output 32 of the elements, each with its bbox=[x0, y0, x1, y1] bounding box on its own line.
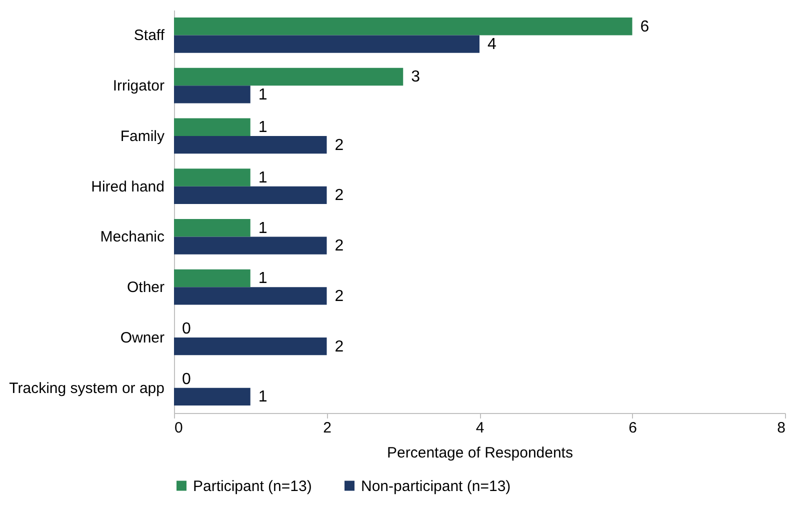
data-label: 1 bbox=[258, 220, 268, 237]
y-tick-label: Mechanic bbox=[100, 228, 165, 246]
data-label: 4 bbox=[488, 36, 496, 54]
data-label: 3 bbox=[411, 68, 420, 86]
y-tick-label: Hired hand bbox=[91, 178, 164, 196]
data-label: 2 bbox=[334, 238, 344, 255]
x-tick-label: 4 bbox=[476, 420, 484, 436]
y-tick-label: Tracking system or app bbox=[9, 380, 164, 397]
data-label: 1 bbox=[258, 86, 268, 104]
data-label: 6 bbox=[640, 18, 650, 36]
y-tick-label: Owner bbox=[120, 329, 164, 346]
x-tick-label: 8 bbox=[777, 420, 786, 436]
y-tick-label: Irrigator bbox=[112, 78, 164, 95]
data-label: 1 bbox=[258, 169, 268, 186]
data-label: 0 bbox=[182, 370, 191, 388]
data-label: 2 bbox=[334, 338, 344, 356]
legend-label: Participant (n=13) bbox=[193, 478, 312, 495]
y-tick-label: Other bbox=[126, 279, 165, 296]
x-tick-label: 0 bbox=[174, 420, 183, 436]
data-label: 1 bbox=[258, 119, 268, 136]
x-axis-title: Percentage of Respondents bbox=[387, 444, 573, 462]
data-label: 1 bbox=[258, 270, 268, 288]
data-label: 0 bbox=[182, 320, 191, 338]
y-tick-label: Family bbox=[120, 128, 165, 145]
x-tick-label: 2 bbox=[323, 420, 332, 436]
data-label: 2 bbox=[334, 187, 344, 204]
data-label: 2 bbox=[334, 136, 344, 154]
y-tick-label: Staff bbox=[134, 27, 166, 44]
legend-label: Non-participant (n=13) bbox=[361, 478, 511, 495]
data-label: 2 bbox=[334, 288, 344, 305]
x-tick-label: 6 bbox=[628, 420, 637, 436]
data-label: 1 bbox=[258, 388, 268, 406]
